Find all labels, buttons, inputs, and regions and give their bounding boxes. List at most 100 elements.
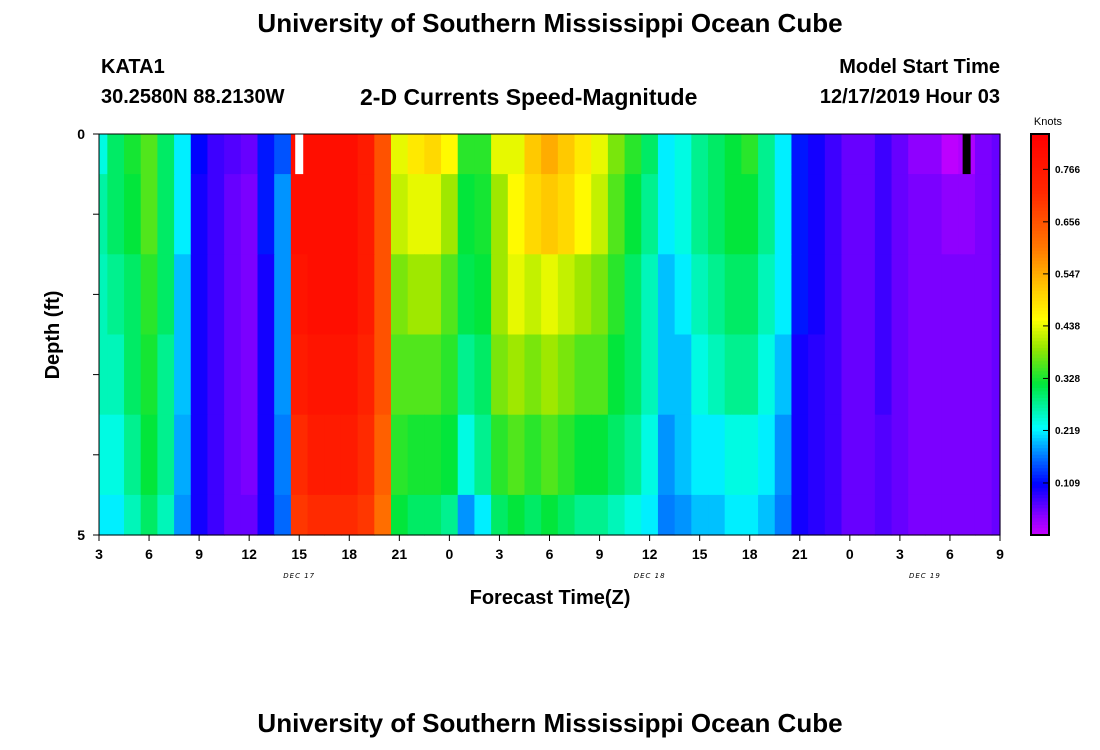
heatmap-cell [140, 494, 158, 536]
heatmap-cell [474, 254, 492, 336]
heatmap-cell [174, 174, 192, 255]
heatmap-cell [307, 494, 325, 536]
heatmap-cell [99, 134, 108, 175]
colorbar-tick-label: 0.109 [1055, 478, 1080, 489]
heatmap-cell [424, 414, 442, 496]
heatmap-cell [340, 254, 359, 336]
heatmap-cell [274, 134, 292, 175]
heatmap-cell [441, 134, 459, 175]
heatmap-cell [390, 414, 409, 496]
heatmap-cell [140, 174, 158, 255]
heatmap-cell [174, 334, 192, 416]
heatmap-cell [824, 414, 843, 496]
colorbar-swatch [1031, 137, 1049, 142]
heatmap-cell [257, 414, 275, 496]
heatmap-cell [824, 174, 843, 255]
heatmap-cell [924, 334, 943, 416]
colorbar-swatch [1031, 337, 1049, 342]
heatmap-cell [674, 174, 692, 255]
colorbar-swatch [1031, 414, 1049, 419]
heatmap-cell [140, 334, 158, 416]
heatmap-cell [407, 174, 425, 255]
heatmap-cell [891, 254, 909, 336]
colorbar-swatch [1031, 508, 1049, 513]
colorbar-swatch [1031, 314, 1049, 319]
x-tick-label: 0 [445, 546, 453, 562]
heatmap-cell [791, 414, 809, 496]
heatmap-cell [691, 254, 709, 336]
colorbar-swatch [1031, 237, 1049, 242]
heatmap-cell [874, 414, 893, 496]
colorbar-swatch [1031, 187, 1049, 192]
heatmap-cell [791, 174, 809, 255]
colorbar-swatch [1031, 424, 1049, 429]
heatmap-cell [99, 414, 108, 496]
heatmap-cell [991, 174, 1001, 255]
heatmap-cell [190, 494, 209, 536]
heatmap-cell [124, 174, 142, 255]
heatmap-cell [708, 494, 726, 536]
colorbar-swatch [1031, 247, 1049, 252]
x-tick-label: 9 [596, 546, 604, 562]
heatmap-cell [974, 414, 993, 496]
heatmap-cell [774, 414, 793, 496]
heatmap-cell [224, 174, 242, 255]
colorbar-swatch [1031, 324, 1049, 329]
colorbar-swatch [1031, 140, 1049, 145]
heatmap-cell [924, 414, 943, 496]
colorbar-swatch [1031, 317, 1049, 322]
heatmap-cell [124, 414, 142, 496]
heatmap-cell [124, 134, 142, 175]
heatmap-cell [841, 134, 859, 175]
colorbar-swatch [1031, 260, 1049, 265]
heatmap-cell [758, 494, 776, 536]
heatmap-cell [824, 134, 843, 175]
heatmap-cell [357, 174, 375, 255]
heatmap-cell [207, 334, 225, 416]
heatmap-cell [708, 254, 726, 336]
heatmap-cell [174, 134, 192, 175]
heatmap-cell [457, 174, 476, 255]
heatmap-cell [557, 134, 576, 175]
heatmap-cell [924, 254, 943, 336]
y-tick-label: 0 [77, 126, 85, 142]
heatmap-cell [758, 134, 776, 175]
colorbar-swatch [1031, 207, 1049, 212]
x-tick-label: 18 [742, 546, 758, 562]
heatmap-cell [641, 334, 659, 416]
colorbar-swatch [1031, 271, 1049, 275]
heatmap-cell [891, 134, 909, 175]
heatmap-cell [691, 134, 709, 175]
heatmap-cell [307, 254, 325, 336]
heatmap-cell [474, 494, 492, 536]
x-tick-label: 15 [692, 546, 708, 562]
heatmap-cell [107, 494, 125, 536]
colorbar-swatch [1031, 274, 1049, 279]
heatmap-cell [841, 174, 859, 255]
colorbar-swatch [1031, 391, 1049, 396]
heatmap-cell [924, 134, 943, 175]
colorbar-swatch [1031, 200, 1049, 205]
heatmap-cell [808, 334, 826, 416]
heatmap-cells [99, 134, 1001, 536]
heatmap-cell [758, 334, 776, 416]
heatmap-cell [324, 414, 342, 496]
heatmap-cell [224, 414, 242, 496]
heatmap-cell [457, 334, 476, 416]
heatmap-cell [174, 494, 192, 536]
colorbar-tick-label: 0.656 [1055, 217, 1080, 228]
heatmap-cell [874, 334, 893, 416]
heatmap-cell [941, 134, 959, 175]
colorbar-swatch [1031, 514, 1049, 519]
heatmap-cell [607, 254, 626, 336]
heatmap-cell [858, 254, 876, 336]
heatmap-cell [591, 254, 609, 336]
heatmap-cell [841, 414, 859, 496]
heatmap-cell [474, 334, 492, 416]
heatmap-cell [874, 254, 893, 336]
heatmap-cell [324, 334, 342, 416]
colorbar: 0.109 0.219 0.328 0.438 0.547 0.656 0.766 [1030, 133, 1080, 536]
heatmap-cell [390, 494, 409, 536]
heatmap-cell [841, 254, 859, 336]
heatmap-cell [190, 174, 209, 255]
